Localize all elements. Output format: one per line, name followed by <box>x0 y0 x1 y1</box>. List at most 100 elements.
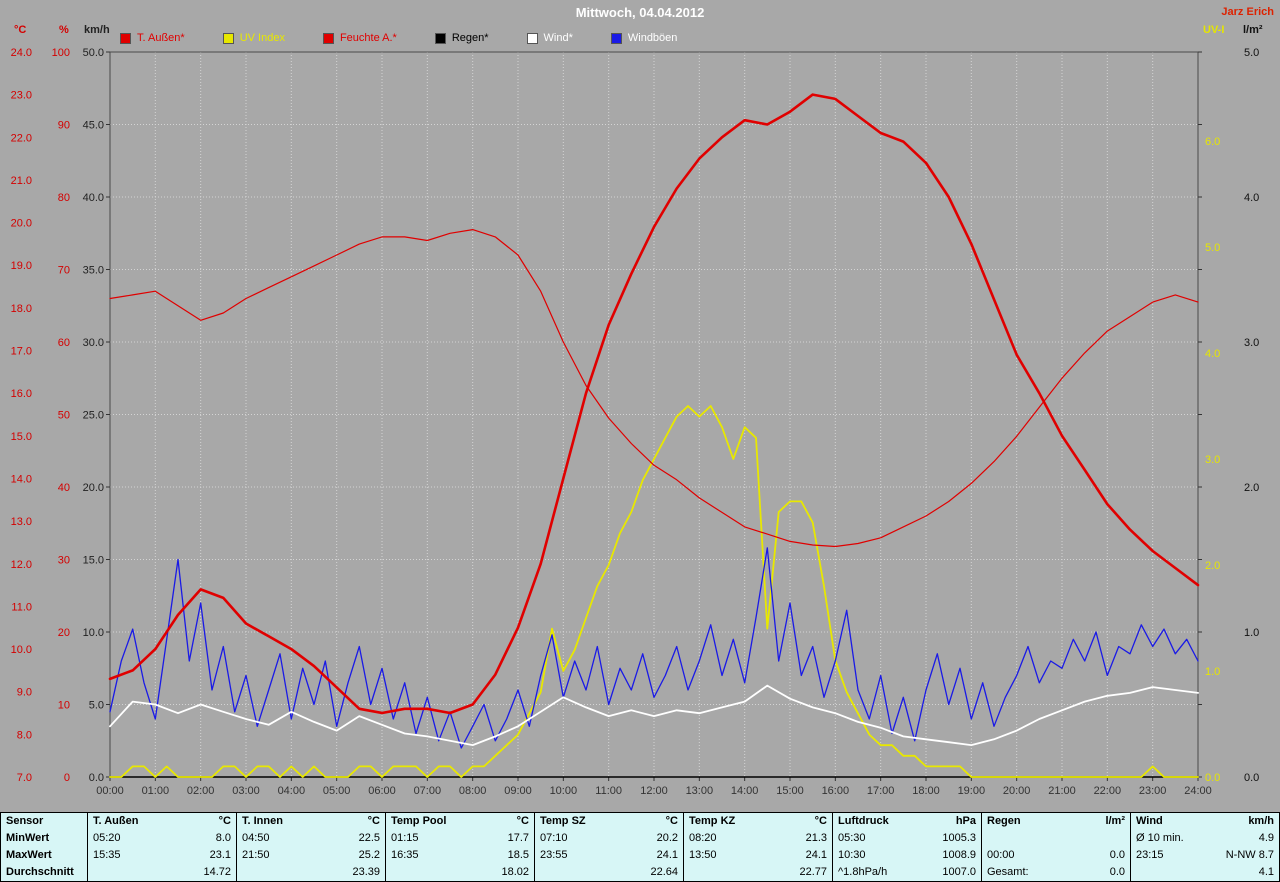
x-tick-label: 17:00 <box>867 785 895 797</box>
row-label: Durchschnitt <box>6 866 74 878</box>
temp_c-tick-label: 20.0 <box>11 218 32 230</box>
cell-value: 14.72 <box>203 866 231 878</box>
table-cell: ^1.8hPa/h 1007.0 <box>832 864 981 881</box>
uv_index-tick-label: 4.0 <box>1205 348 1220 360</box>
cell-value: 24.1 <box>656 849 678 861</box>
cell-value: 22.77 <box>799 866 827 878</box>
table-cell: 00:00 0.0 <box>981 847 1130 864</box>
rain_lm2-tick-label: 5.0 <box>1244 47 1259 59</box>
uv_index-tick-label: 0.0 <box>1205 772 1220 784</box>
x-tick-label: 01:00 <box>142 785 170 797</box>
wind_kmh-tick-label: 45.0 <box>83 120 104 132</box>
x-tick-label: 06:00 <box>368 785 396 797</box>
humidity_pct-tick-label: 30 <box>58 555 70 567</box>
table-cell: 4.1 <box>1130 864 1279 881</box>
legend-label: Wind* <box>543 32 573 44</box>
cell-value: hPa <box>955 815 976 827</box>
cell-value: °C <box>665 815 678 827</box>
humidity_pct-tick-label: 0 <box>64 772 70 784</box>
x-tick-label: 03:00 <box>232 785 260 797</box>
temp-axis-unit: °C <box>14 24 27 36</box>
legend-item: T. Außen* <box>120 32 185 44</box>
cell-value: 0.0 <box>1109 866 1125 878</box>
chart-area: Mittwoch, 04.04.2012 Jarz Erich °C % km/… <box>0 0 1280 812</box>
table-cell: Temp SZ °C <box>534 813 683 830</box>
cell-value: 25.2 <box>358 849 380 861</box>
table-cell: 23:15 N-NW 8.7 <box>1130 847 1279 864</box>
cell-time: 23:15 <box>1136 849 1164 861</box>
cell-value: °C <box>516 815 529 827</box>
row-label: Sensor <box>6 815 44 827</box>
temp_c-tick-label: 22.0 <box>11 132 32 144</box>
cell-value: 18.5 <box>507 849 529 861</box>
series-feuchte-a- <box>109 229 1199 548</box>
wind_kmh-tick-label: 10.0 <box>83 627 104 639</box>
table-cell: Wind km/h <box>1130 813 1279 830</box>
table-cell: 23.39 <box>236 864 385 881</box>
table-cell: 14.72 <box>87 864 236 881</box>
wind_kmh-tick-label: 40.0 <box>83 192 104 204</box>
cell-time: Ø 10 min. <box>1136 832 1184 844</box>
cell-time: 05:20 <box>93 832 121 844</box>
x-tick-label: 09:00 <box>504 785 532 797</box>
cell-time: Temp Pool <box>391 815 447 827</box>
legend-item: Wind* <box>526 32 573 44</box>
row-label: MaxWert <box>6 849 52 861</box>
wind_kmh-tick-label: 15.0 <box>83 555 104 567</box>
legend-item: UV Index <box>222 32 285 44</box>
cell-time: 23:55 <box>540 849 568 861</box>
cell-value: 23.39 <box>352 866 380 878</box>
wind_kmh-tick-label: 0.0 <box>89 772 104 784</box>
x-tick-label: 04:00 <box>278 785 306 797</box>
cell-time: 13:50 <box>689 849 717 861</box>
x-tick-label: 20:00 <box>1003 785 1031 797</box>
legend-label: T. Außen* <box>137 32 185 44</box>
cell-time: Temp SZ <box>540 815 586 827</box>
x-tick-label: 23:00 <box>1139 785 1167 797</box>
legend-swatch-icon <box>322 32 334 44</box>
chart-title: Mittwoch, 04.04.2012 <box>575 5 705 20</box>
humidity_pct-tick-label: 10 <box>58 700 70 712</box>
x-tick-label: 00:00 <box>96 785 124 797</box>
cell-value: 8.0 <box>215 832 231 844</box>
rain_lm2-tick-label: 2.0 <box>1244 482 1259 494</box>
cell-value: 0.0 <box>1109 849 1125 861</box>
temp_c-tick-label: 19.0 <box>11 260 32 272</box>
x-tick-label: 21:00 <box>1048 785 1076 797</box>
cell-value: l/m² <box>1105 815 1125 827</box>
summary-table: Sensor T. Außen °C T. Innen °C Temp Pool °C Tem… <box>0 812 1280 882</box>
uv_index-tick-label: 1.0 <box>1205 666 1220 678</box>
axis-labels: 24.0 23.0 22.0 21.0 20.0 19.0 18.0 17.0 16.0 15.0… <box>11 47 1260 797</box>
cell-value: 22.5 <box>358 832 380 844</box>
cell-time: 04:50 <box>242 832 270 844</box>
cell-value: °C <box>814 815 827 827</box>
table-cell <box>981 830 1130 847</box>
cell-time: T. Außen <box>93 815 139 827</box>
cell-time: Regen <box>987 815 1021 827</box>
cell-time: ^1.8hPa/h <box>838 866 888 878</box>
cell-time: Gesamt: <box>987 866 1029 878</box>
humidity_pct-tick-label: 100 <box>52 47 70 59</box>
series-t-außen <box>108 93 1200 715</box>
chart-plot: 24.0 23.0 22.0 21.0 20.0 19.0 18.0 17.0 16.0 15.0… <box>11 47 1260 797</box>
series-uv-index <box>109 405 1199 778</box>
author-label: Jarz Erich <box>1221 6 1274 18</box>
rain_lm2-tick-label: 4.0 <box>1244 192 1259 204</box>
table-cell: 23:55 24.1 <box>534 847 683 864</box>
x-tick-label: 13:00 <box>686 785 714 797</box>
cell-time: 01:15 <box>391 832 419 844</box>
table-cell: 05:20 8.0 <box>87 830 236 847</box>
table-cell: Temp Pool °C <box>385 813 534 830</box>
wind_kmh-tick-label: 30.0 <box>83 337 104 349</box>
temp_c-tick-label: 23.0 <box>11 90 32 102</box>
temp_c-tick-label: 12.0 <box>11 559 32 571</box>
table-cell: 22.64 <box>534 864 683 881</box>
cell-value: 1008.9 <box>942 849 976 861</box>
wind-axis-unit: km/h <box>84 24 110 36</box>
uv_index-tick-label: 3.0 <box>1205 454 1220 466</box>
temp_c-tick-label: 24.0 <box>11 47 32 59</box>
x-tick-label: 22:00 <box>1094 785 1122 797</box>
legend-swatch-icon <box>434 32 446 44</box>
x-tick-label: 18:00 <box>912 785 940 797</box>
